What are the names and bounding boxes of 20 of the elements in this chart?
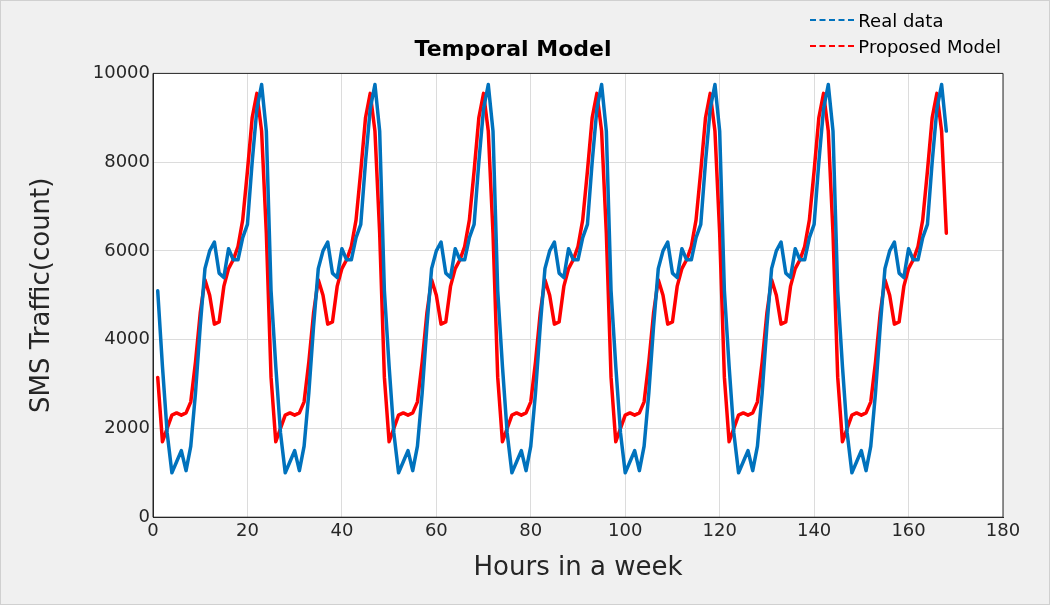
x-tick-label: 20 <box>235 518 259 540</box>
x-tick-label: 60 <box>424 518 448 540</box>
x-tick-label: 160 <box>891 518 926 540</box>
x-tick-label: 120 <box>702 518 737 540</box>
y-tick-label: 8000 <box>104 149 150 171</box>
y-axis-title: SMS Traffic(count) <box>25 177 56 414</box>
x-tick-label: 80 <box>519 518 543 540</box>
x-tick-label: 140 <box>796 518 832 540</box>
x-axis-title: Hours in a week <box>473 551 683 582</box>
x-tick-label: 180 <box>985 518 1021 540</box>
chart-title: Temporal Model <box>414 35 612 61</box>
x-tick-label: 40 <box>330 518 354 540</box>
y-tick-label: 10000 <box>92 61 150 83</box>
x-tick-label: 100 <box>608 518 643 540</box>
y-tick-label: 6000 <box>104 238 150 260</box>
y-tick-label: 2000 <box>104 416 150 438</box>
legend-label: Real data <box>858 9 944 31</box>
y-tick-label: 0 <box>138 504 150 526</box>
y-tick-label: 4000 <box>104 327 150 349</box>
legend-label: Proposed Model <box>858 35 1001 57</box>
